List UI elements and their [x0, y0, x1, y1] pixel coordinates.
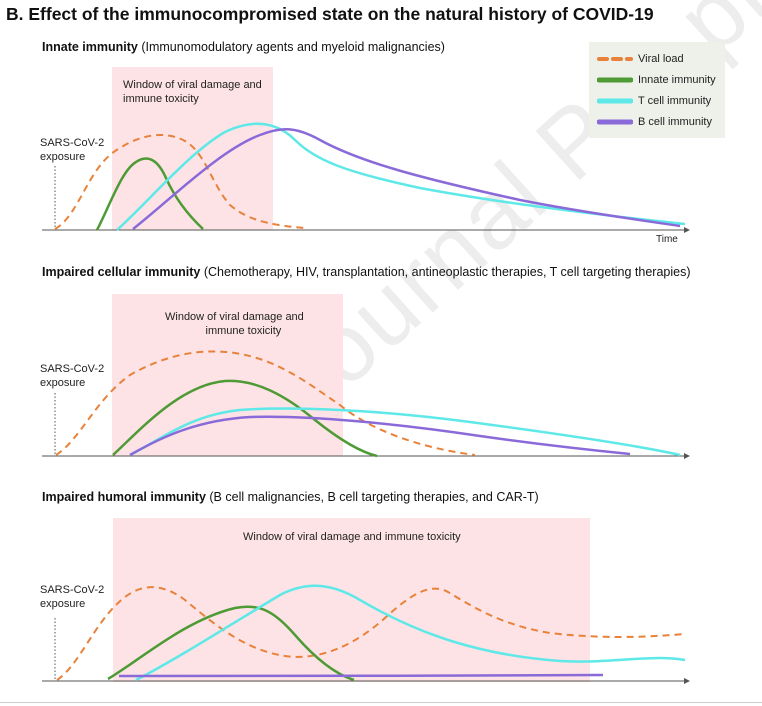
panel-2-viral-load-curve [55, 350, 476, 456]
panel-3-axis-arrowhead [684, 678, 690, 684]
panel-3-innate-immunity-curve [107, 605, 355, 682]
panel-1-title-bold: Innate immunity [42, 40, 138, 54]
panel-3-title: Impaired humoral immunity (B cell malign… [42, 490, 539, 504]
panel-2-title: Impaired cellular immunity (Chemotherapy… [42, 265, 691, 279]
legend: Viral load Innate immunity T cell immuni… [589, 42, 725, 138]
figure-title: B. Effect of the immunocompromised state… [6, 4, 654, 24]
panel-1-viral-load-curve [54, 134, 306, 230]
panel-2-window-label-line-2: immune toxicity [205, 325, 282, 337]
panel-1-innate-immunity-curve [95, 157, 204, 231]
panel-3-exposure-label: SARS-CoV-2 exposure [40, 583, 104, 611]
legend-swatch-t-cell-immunity [597, 98, 633, 104]
panel-3-title-rest: (B cell malignancies, B cell targeting t… [205, 490, 539, 504]
legend-label-viral-load: Viral load [638, 53, 684, 65]
panel-1-exposure-line-2: exposure [40, 151, 86, 163]
panel-1-window-label-line-2: immune toxicity [123, 93, 199, 105]
panel-2-axis-arrowhead [684, 453, 690, 459]
legend-label-t-cell-immunity: T cell immunity [638, 95, 712, 107]
panel-2-window-label-line-1: Window of viral damage and [165, 311, 304, 323]
legend-label-b-cell-immunity: B cell immunity [638, 116, 712, 128]
panel-2-exposure-label: SARS-CoV-2 exposure [40, 362, 104, 390]
panel-2-title-rest: (Chemotherapy, HIV, transplantation, ant… [200, 265, 691, 279]
panel-1-title: Innate immunity (Immunomodulatory agents… [42, 40, 445, 54]
panel-1-window-label: Window of viral damage and immune toxici… [123, 78, 262, 106]
legend-item-b-cell-immunity: B cell immunity [597, 114, 712, 130]
panel-3-window-label: Window of viral damage and immune toxici… [243, 530, 461, 544]
legend-label-innate-immunity: Innate immunity [638, 74, 716, 86]
panel-1-exposure-line-1: SARS-CoV-2 [40, 137, 105, 149]
panel-1-window-label-line-1: Window of viral damage and [123, 79, 262, 91]
panel-2-title-bold: Impaired cellular immunity [42, 265, 201, 279]
legend-item-viral-load: Viral load [597, 51, 684, 67]
panel-2-window-region [112, 294, 343, 456]
panel-3-b-cell-immunity-curve [118, 673, 604, 678]
legend-swatch-innate-immunity [597, 77, 633, 83]
panel-2-exposure-line-2: exposure [40, 377, 86, 389]
panel-3-title-bold: Impaired humoral immunity [42, 490, 206, 504]
legend-swatch-viral-load [597, 57, 633, 61]
panel-2-exposure-line-1: SARS-CoV-2 [40, 363, 105, 375]
panel-2-t-cell-immunity-curve [129, 407, 681, 457]
panel-1-axis-arrowhead [684, 227, 690, 233]
panel-3-viral-load-curve [56, 586, 686, 681]
panel-2-b-cell-immunity-curve [129, 415, 631, 457]
panel-2-innate-immunity-curve [112, 379, 378, 458]
bottom-divider [0, 702, 762, 703]
panel-1-title-rest: (Immunomodulatory agents and myeloid mal… [137, 40, 445, 54]
panel-1-window-region [112, 67, 273, 230]
panel-2-window-label: Window of viral damage and immune toxici… [165, 310, 304, 338]
panel-3-window-label-line-1: Window of viral damage and immune toxici… [243, 531, 461, 543]
panel-3-exposure-line-2: exposure [40, 598, 86, 610]
panel-1-t-cell-immunity-curve [116, 122, 686, 231]
panel-1-time-axis-label: Time [656, 234, 678, 245]
legend-item-innate-immunity: Innate immunity [597, 72, 716, 88]
legend-item-t-cell-immunity: T cell immunity [597, 93, 711, 109]
legend-swatch-b-cell-immunity [597, 119, 633, 125]
panel-3-t-cell-immunity-curve [135, 584, 686, 682]
panel-1-b-cell-immunity-curve [132, 127, 681, 230]
panel-3-exposure-line-1: SARS-CoV-2 [40, 584, 105, 596]
panel-1-exposure-label: SARS-CoV-2 exposure [40, 136, 104, 164]
